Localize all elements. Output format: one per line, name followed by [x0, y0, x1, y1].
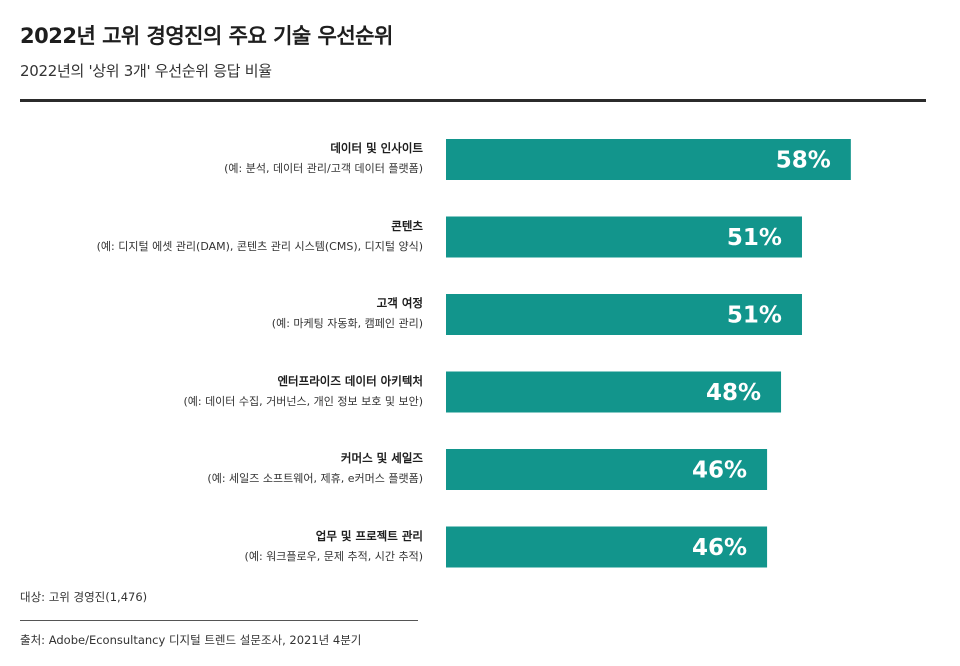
- category-detail-1: (예: 분석, 데이터 관리/고객 데이터 플랫폼): [224, 162, 423, 175]
- bar-value-label-1: 58%: [776, 148, 831, 174]
- category-detail-4: (예: 데이터 수집, 거버넌스, 개인 정보 보호 및 보안): [183, 394, 423, 408]
- bar-value-label-6: 46%: [692, 535, 747, 561]
- footer-divider: [20, 620, 418, 621]
- category-label-2: 콘텐츠: [391, 218, 423, 233]
- bar-value-label-4: 48%: [706, 380, 761, 406]
- header-divider: [20, 99, 926, 102]
- bar-2: [446, 216, 802, 258]
- sample-note: 대상: 고위 경영진(1,476): [20, 590, 148, 604]
- category-label-4: 엔터프라이즈 데이터 아키텍처: [277, 373, 423, 388]
- category-label-1: 데이터 및 인사이트: [330, 141, 423, 155]
- bar-value-label-2: 51%: [727, 225, 782, 251]
- chart-subtitle: 2022년의 '상위 3개' 우선순위 응답 비율: [20, 62, 272, 80]
- bar-1: [446, 139, 851, 180]
- bar-5: [446, 449, 768, 490]
- chart-title: 2022년 고위 경영진의 주요 기술 우선순위: [20, 24, 393, 48]
- bar-value-label-5: 46%: [692, 458, 747, 484]
- category-detail-5: (예: 세일즈 소프트웨어, 제휴, e커머스 플랫폼): [207, 472, 423, 485]
- category-label-3: 고객 여정: [376, 296, 423, 310]
- category-detail-3: (예: 마케팅 자동화, 캠페인 관리): [271, 317, 423, 330]
- category-detail-6: (예: 워크플로우, 문제 추적, 시간 추적): [244, 549, 423, 563]
- category-detail-2: (예: 디지털 에셋 관리(DAM), 콘텐츠 관리 시스템(CMS), 디지털…: [96, 239, 423, 253]
- bar-value-label-3: 51%: [727, 303, 782, 329]
- source-note: 출처: Adobe/Econsultancy 디지털 트렌드 설문조사, 202…: [20, 633, 362, 647]
- bar-4: [446, 371, 782, 413]
- category-label-6: 업무 및 프로젝트 관리: [315, 528, 423, 543]
- bar-3: [446, 294, 802, 335]
- category-label-5: 커머스 및 세일즈: [340, 451, 423, 465]
- bar-6: [446, 526, 768, 568]
